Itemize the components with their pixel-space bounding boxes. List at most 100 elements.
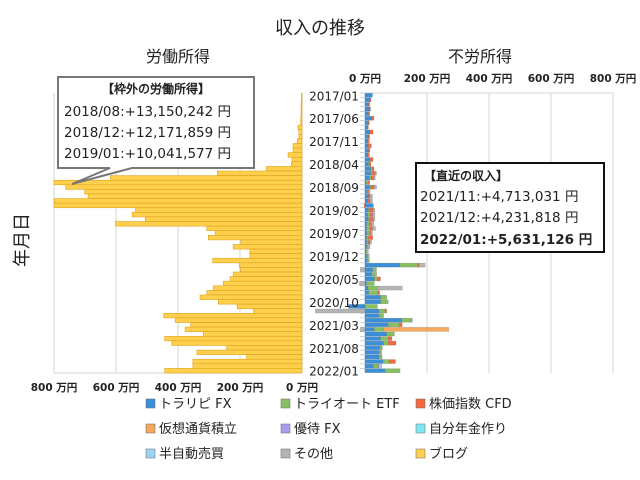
passive-income-bar: [364, 189, 368, 194]
passive-income-bar: [374, 171, 377, 176]
passive-income-bar: [388, 340, 397, 346]
legend-item: 仮想通貨積立: [145, 421, 237, 437]
passive-income-bar: [364, 116, 372, 121]
passive-income-bar: [368, 148, 371, 153]
date-label: 2019/02: [309, 204, 359, 218]
passive-income-bar: [364, 97, 371, 103]
legend: トラリピ FX トライオート ETF 株価指数 CFD 仮想通貨積立 優待 FX 自分年金…: [145, 397, 512, 462]
labor-income-bar: [300, 101, 303, 108]
passive-income-bar: [364, 317, 402, 323]
passive-income-bar: [364, 171, 371, 176]
passive-income-bar: [369, 198, 373, 204]
passive-income-bar: [384, 308, 387, 314]
left-callout-line: 2018/08:+13,150,242 円: [64, 104, 231, 120]
passive-income-bar: [366, 235, 369, 240]
passive-income-bar: [369, 161, 372, 167]
passive-income-bar: [366, 230, 371, 236]
passive-income-bar: [372, 212, 376, 217]
passive-income-bar: [368, 111, 370, 116]
passive-income-bar: [369, 212, 373, 217]
x-tick-label: 600 万円: [93, 382, 140, 394]
labor-income-bar: [287, 152, 303, 158]
passive-income-bar: [364, 340, 384, 346]
labor-income-bar: [300, 115, 303, 121]
labor-income-bar: [301, 97, 303, 103]
passive-income-bar: [364, 184, 370, 190]
date-label: 2017/11: [309, 135, 359, 149]
passive-income-bar: [366, 244, 369, 250]
labor-income-bar: [192, 363, 303, 369]
labor-income-bar: [298, 134, 303, 140]
passive-income-bar: [367, 253, 370, 259]
passive-income-bar: [374, 327, 384, 332]
labor-income-bar: [145, 216, 303, 222]
passive-income-bar: [364, 212, 368, 217]
passive-income-bar: [398, 322, 403, 328]
x-tick-label: 800 万円: [590, 73, 637, 85]
legend-item: 優待 FX: [280, 422, 341, 437]
labor-income-bar: [53, 202, 303, 209]
passive-income-bar: [370, 221, 374, 227]
passive-income-bar: [418, 262, 426, 268]
labor-income-bar: [164, 335, 303, 342]
passive-income-bar: [364, 345, 381, 350]
labor-income-bar: [163, 313, 303, 319]
passive-income-bar: [369, 221, 372, 227]
legend-item: その他: [280, 447, 333, 462]
passive-income-bar: [367, 125, 369, 130]
passive-income-bar: [364, 203, 374, 208]
passive-income-bar: [364, 148, 369, 153]
x-tick-label: 400 万円: [155, 382, 202, 394]
labor-income-bar: [246, 354, 303, 360]
date-labels: 2017/01 2017/06 2017/11 2018/04 2018/09 2019/…: [309, 89, 365, 379]
passive-income-bar: [360, 267, 366, 272]
passive-income-bar: [370, 171, 373, 176]
passive-income-bar: [368, 106, 371, 112]
passive-income-bar: [369, 129, 374, 135]
labor-income-bar: [206, 225, 303, 232]
labor-income-bar: [84, 189, 303, 195]
passive-income-bar: [411, 317, 413, 323]
passive-income-bar: [364, 161, 369, 167]
passive-income-bar: [369, 157, 374, 162]
passive-income-bar: [364, 336, 381, 341]
labor-income-bar: [184, 326, 303, 332]
date-label: 2020/10: [309, 296, 359, 310]
passive-income-bar: [377, 363, 379, 369]
passive-income-bar: [364, 262, 400, 268]
passive-income-bar: [368, 134, 370, 139]
labor-income-bar: [226, 345, 303, 351]
passive-income-bar: [364, 125, 368, 130]
labor-income-bar: [300, 111, 303, 117]
labor-income-bar: [240, 239, 303, 245]
labor-income-bar: [164, 368, 303, 374]
passive-income-bar: [364, 216, 369, 222]
passive-income-bar: [366, 226, 371, 231]
date-label: 2019/07: [309, 227, 359, 241]
passive-income-bar: [364, 106, 370, 112]
labor-income-bar: [217, 170, 303, 176]
passive-income-bar: [369, 230, 372, 236]
passive-income-bar: [368, 120, 370, 126]
passive-income-bar: [366, 253, 369, 259]
legend-swatch: [415, 398, 426, 409]
legend-label: 半自動売買: [159, 446, 224, 462]
passive-income-bar: [369, 184, 372, 190]
legend-item: トラリピ FX: [145, 397, 232, 412]
x-tick-label: 0 万円: [349, 73, 381, 85]
legend-swatch: [145, 423, 156, 434]
passive-income-bar: [364, 152, 368, 158]
labor-income-bar: [53, 179, 303, 186]
legend-label: 仮想通貨積立: [159, 421, 237, 437]
passive-income-bar: [366, 221, 370, 227]
labor-income-bar: [222, 280, 303, 287]
passive-income-bar: [364, 331, 387, 337]
passive-income-bar: [364, 102, 369, 107]
passive-income-bar: [372, 226, 376, 231]
passive-income-bar: [364, 267, 373, 272]
passive-income-bar: [364, 138, 368, 144]
passive-income-bar: [367, 138, 370, 144]
date-label: 2018/09: [309, 181, 359, 195]
passive-income-bar: [380, 336, 389, 341]
passive-income-bar: [364, 308, 380, 314]
